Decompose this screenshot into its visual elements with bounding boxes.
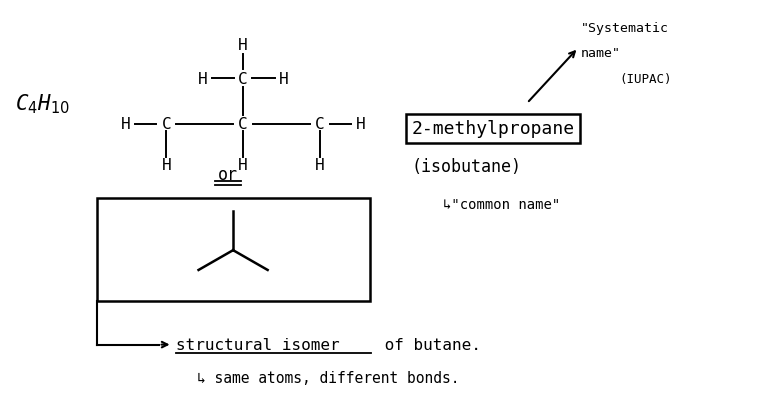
- Text: name": name": [581, 47, 621, 59]
- Text: (IUPAC): (IUPAC): [619, 72, 671, 85]
- Text: C$_4$H$_{10}$: C$_4$H$_{10}$: [15, 92, 70, 116]
- Text: H: H: [238, 38, 248, 53]
- Text: C: C: [238, 117, 248, 132]
- Text: ↳ same atoms, different bonds.: ↳ same atoms, different bonds.: [197, 370, 460, 385]
- Text: C: C: [238, 71, 248, 86]
- Text: H: H: [121, 117, 130, 132]
- Text: H: H: [356, 117, 365, 132]
- Text: C: C: [315, 117, 325, 132]
- Text: H: H: [315, 157, 325, 172]
- Text: or: or: [218, 166, 238, 183]
- Text: C: C: [162, 117, 171, 132]
- Text: (isobutane): (isobutane): [412, 158, 522, 176]
- Text: structural isomer: structural isomer: [176, 337, 340, 352]
- Text: of butane.: of butane.: [375, 337, 481, 352]
- Text: 2-methylpropane: 2-methylpropane: [412, 120, 575, 138]
- Text: H: H: [198, 71, 207, 86]
- Bar: [97, 199, 370, 301]
- Text: H: H: [279, 71, 289, 86]
- Text: ↳"common name": ↳"common name": [443, 198, 560, 212]
- Text: H: H: [238, 157, 248, 172]
- Text: H: H: [162, 157, 171, 172]
- Text: "Systematic: "Systematic: [581, 21, 668, 34]
